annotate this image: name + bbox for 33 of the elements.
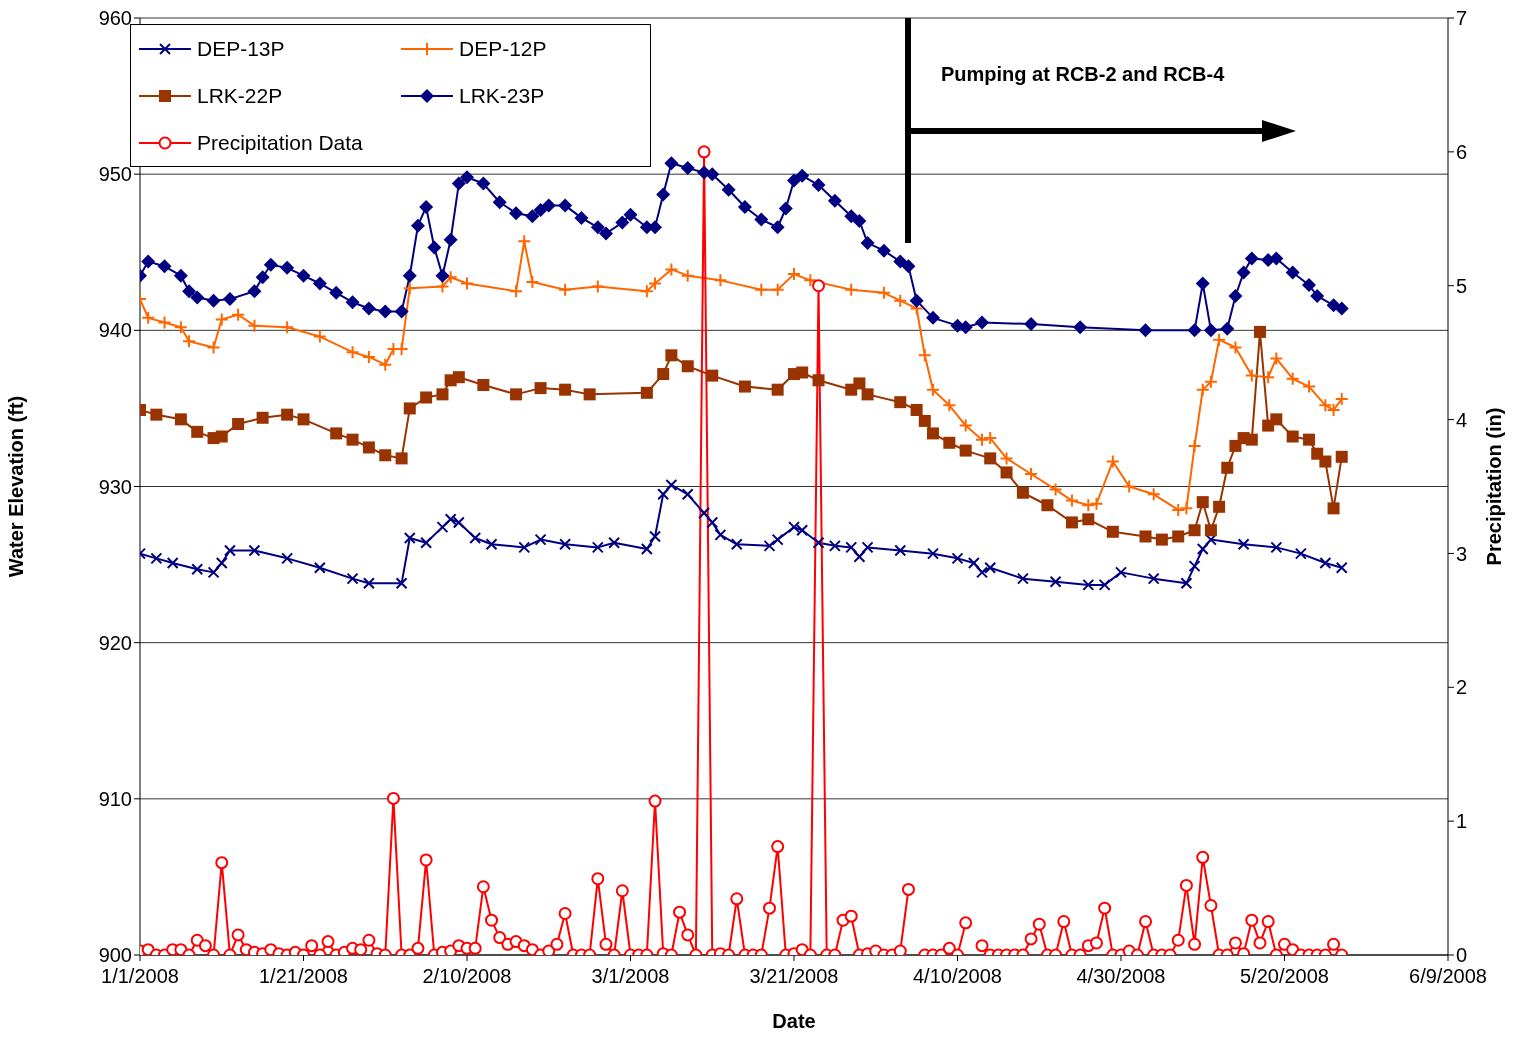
y2-tick-label: 4 [1456,408,1468,431]
y2-tick-label: 3 [1456,542,1468,565]
y-tick-label: 910 [98,787,132,810]
legend-label: Precipitation Data [197,130,363,155]
annotation: Pumping at RCB-2 and RCB-4 [941,63,1225,86]
y-tick-label: 920 [98,631,132,654]
x-tick-label: 4/30/2008 [1076,965,1166,988]
y-tick-label: 960 [98,7,132,30]
y-axis-title: Water Elevation (ft) [5,395,28,578]
y-tick-label: 900 [98,944,132,967]
x-tick-label: 6/9/2008 [1409,965,1487,988]
y2-axis-title: Precipitation (in) [1483,407,1506,566]
y2-tick-label: 2 [1456,676,1468,699]
legend-label: DEP-13P [197,36,285,61]
y2-tick-label: 6 [1456,140,1468,163]
x-tick-label: 3/1/2008 [591,965,670,988]
legend-label: LRK-23P [459,83,545,108]
x-tick-label: 1/1/2008 [101,965,179,988]
x-tick-label: 3/21/2008 [749,965,839,988]
x-tick-label: 5/20/2008 [1240,965,1329,988]
x-tick-label: 4/10/2008 [913,965,1002,988]
y-tick-label: 940 [98,319,132,342]
x-tick-label: 2/10/2008 [422,965,512,988]
x-tick-label: 1/21/2008 [259,965,348,988]
y-tick-label: 950 [98,163,132,186]
legend-label: DEP-12P [459,36,547,61]
legend-label: LRK-22P [197,83,283,108]
y2-tick-label: 0 [1456,944,1468,967]
y-tick-label: 930 [98,475,132,498]
y2-tick-label: 7 [1456,7,1468,30]
y2-tick-label: 5 [1456,274,1468,297]
x-axis-title: Date [772,1010,816,1032]
y2-tick-label: 1 [1456,810,1468,833]
